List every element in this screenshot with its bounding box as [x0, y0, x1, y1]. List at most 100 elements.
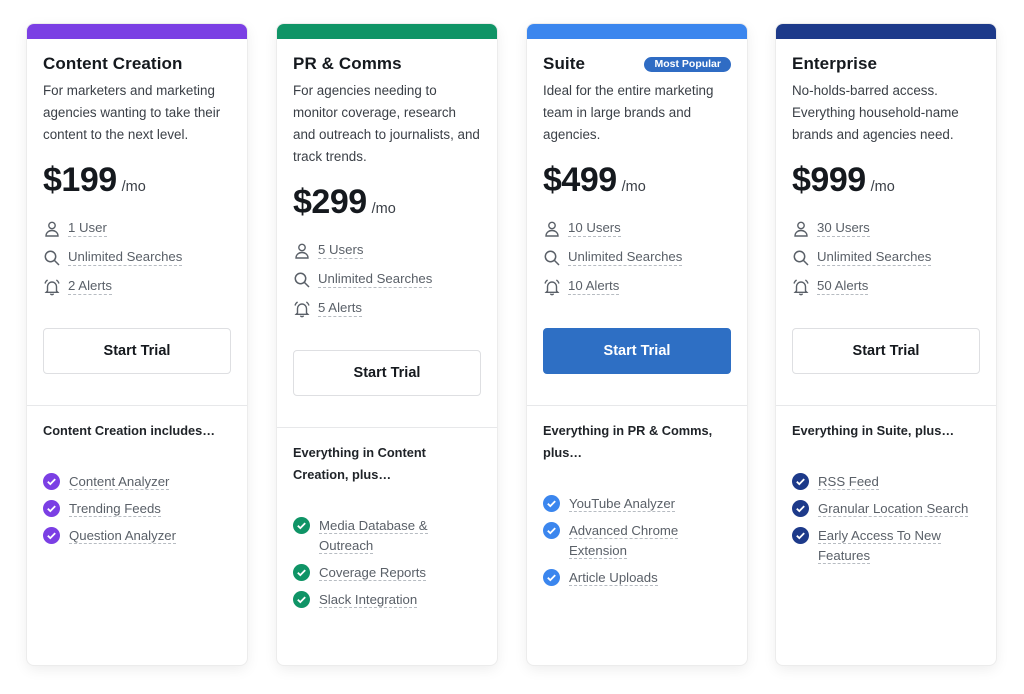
feature-label[interactable]: Unlimited Searches [68, 249, 183, 266]
include-label[interactable]: Media Database & Outreach [319, 518, 428, 554]
start-trial-button[interactable]: Start Trial [792, 328, 980, 374]
feature-label[interactable]: 5 Alerts [318, 300, 362, 317]
include-label[interactable]: Granular Location Search [818, 501, 969, 517]
plan-period: /mo [870, 179, 895, 195]
list-item: YouTube Analyzer [543, 494, 731, 514]
feature-users: 10 Users [543, 214, 731, 243]
bell-icon [44, 278, 60, 295]
include-label[interactable]: Slack Integration [319, 592, 418, 608]
feature-searches: Unlimited Searches [43, 243, 231, 272]
plan-price: $999 [792, 161, 866, 199]
plan-description: For agencies needing to monitor coverage… [293, 83, 480, 164]
check-circle-icon [543, 522, 560, 539]
include-label[interactable]: Question Analyzer [69, 528, 177, 544]
list-item: Content Analyzer [43, 472, 231, 492]
search-icon [294, 272, 310, 288]
plan-period: /mo [371, 201, 396, 217]
start-trial-button[interactable]: Start Trial [43, 328, 231, 374]
check-circle-icon [543, 569, 560, 586]
feature-label[interactable]: Unlimited Searches [817, 249, 932, 266]
plan-features: 10 Users Unlimited Searches 10 Alerts [543, 214, 731, 301]
check-circle-icon [792, 500, 809, 517]
feature-alerts: 2 Alerts [43, 272, 231, 301]
plan-color-bar [776, 24, 996, 39]
feature-label[interactable]: 2 Alerts [68, 278, 112, 295]
start-trial-button[interactable]: Start Trial [293, 350, 481, 396]
feature-users: 1 User [43, 214, 231, 243]
plan-features: 30 Users Unlimited Searches 50 Alerts [792, 214, 980, 301]
start-trial-button[interactable]: Start Trial [543, 328, 731, 374]
user-icon [794, 221, 808, 237]
plan-card-content-creation: Content Creation For marketers and marke… [27, 24, 247, 665]
include-label[interactable]: Early Access To New Features [818, 528, 941, 564]
feature-label[interactable]: 5 Users [318, 242, 364, 259]
plan-description: Ideal for the entire marketing team in l… [543, 83, 714, 142]
user-icon [45, 221, 59, 237]
feature-users: 5 Users [293, 236, 481, 265]
list-item: Coverage Reports [293, 563, 481, 583]
includes-list: Media Database & Outreach Coverage Repor… [293, 516, 481, 610]
include-label[interactable]: Coverage Reports [319, 565, 427, 581]
feature-label[interactable]: Unlimited Searches [568, 249, 683, 266]
feature-label[interactable]: 30 Users [817, 220, 870, 237]
plan-name: Enterprise [792, 54, 878, 73]
plan-color-bar [27, 24, 247, 39]
list-item: RSS Feed [792, 472, 980, 492]
divider [27, 405, 247, 406]
plan-price: $199 [43, 161, 117, 199]
plan-period: /mo [121, 179, 146, 195]
plan-name: Suite [543, 54, 586, 73]
check-circle-icon [43, 473, 60, 490]
feature-label[interactable]: 1 User [68, 220, 107, 237]
divider [527, 405, 747, 406]
search-icon [793, 250, 809, 266]
list-item: Trending Feeds [43, 499, 231, 519]
user-icon [545, 221, 559, 237]
plan-card-enterprise: Enterprise No-holds-barred access. Every… [776, 24, 996, 665]
feature-label[interactable]: 10 Alerts [568, 278, 620, 295]
includes-heading: Everything in Suite, plus… [792, 423, 955, 438]
search-icon [44, 250, 60, 266]
include-label[interactable]: Advanced Chrome Extension [569, 523, 679, 559]
divider [776, 405, 996, 406]
plan-period: /mo [621, 179, 646, 195]
search-icon [544, 250, 560, 266]
feature-label[interactable]: 10 Users [568, 220, 621, 237]
bell-icon [793, 278, 809, 295]
list-item: Early Access To New Features [792, 526, 980, 566]
include-label[interactable]: Article Uploads [569, 570, 658, 586]
check-circle-icon [293, 564, 310, 581]
includes-heading: Everything in Content Creation, plus… [293, 445, 426, 482]
feature-alerts: 10 Alerts [543, 272, 731, 301]
plan-color-bar [277, 24, 497, 39]
check-circle-icon [43, 500, 60, 517]
plan-price: $299 [293, 183, 367, 221]
plan-name: PR & Comms [293, 54, 402, 73]
list-item: Question Analyzer [43, 526, 231, 546]
check-circle-icon [43, 527, 60, 544]
feature-label[interactable]: 50 Alerts [817, 278, 869, 295]
list-item: Slack Integration [293, 590, 481, 610]
plan-price: $499 [543, 161, 617, 199]
list-item: Article Uploads [543, 568, 731, 588]
feature-alerts: 5 Alerts [293, 294, 481, 323]
include-label[interactable]: YouTube Analyzer [569, 496, 676, 512]
list-item: Advanced Chrome Extension [543, 521, 731, 561]
include-label[interactable]: Trending Feeds [69, 501, 161, 517]
plan-card-suite: Suite Most Popular Ideal for the entire … [527, 24, 747, 665]
plan-features: 1 User Unlimited Searches 2 Alerts [43, 214, 231, 301]
user-icon [295, 243, 309, 259]
include-label[interactable]: RSS Feed [818, 474, 879, 490]
check-circle-icon [293, 591, 310, 608]
plan-name: Content Creation [43, 54, 183, 73]
feature-searches: Unlimited Searches [293, 265, 481, 294]
feature-searches: Unlimited Searches [792, 243, 980, 272]
feature-label[interactable]: Unlimited Searches [318, 271, 433, 288]
check-circle-icon [792, 473, 809, 490]
includes-list: YouTube Analyzer Advanced Chrome Extensi… [543, 494, 731, 588]
include-label[interactable]: Content Analyzer [69, 474, 170, 490]
feature-searches: Unlimited Searches [543, 243, 731, 272]
feature-users: 30 Users [792, 214, 980, 243]
plan-card-pr-comms: PR & Comms For agencies needing to monit… [277, 24, 497, 665]
